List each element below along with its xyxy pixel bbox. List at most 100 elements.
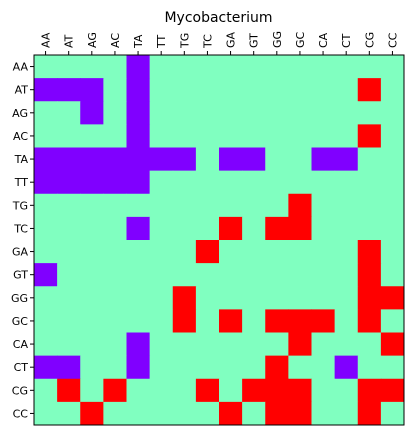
heatmap-cell	[265, 55, 289, 79]
heatmap-cell	[334, 124, 359, 148]
heatmap-cell	[311, 332, 336, 357]
heatmap-cell	[195, 147, 220, 172]
heatmap-cell	[380, 401, 405, 426]
heatmap-cell	[195, 170, 220, 195]
y-tick-label: CA	[13, 338, 29, 351]
heatmap-cell	[57, 193, 81, 218]
heatmap-cell	[172, 216, 197, 241]
heatmap-cell	[265, 378, 289, 403]
heatmap-cell	[80, 355, 104, 380]
heatmap-cell	[80, 101, 104, 125]
heatmap-cell	[334, 101, 359, 125]
heatmap-cell	[219, 263, 243, 287]
heatmap-cell	[57, 378, 81, 403]
heatmap-cell	[219, 55, 243, 79]
heatmap-cell	[288, 286, 312, 310]
heatmap-cell	[34, 378, 58, 403]
heatmap-cell	[242, 240, 266, 264]
heatmap-cell	[311, 101, 336, 125]
heatmap-cell	[34, 286, 58, 310]
heatmap-cell	[380, 263, 405, 287]
heatmap-cell	[219, 309, 243, 333]
heatmap-cell	[311, 240, 336, 264]
heatmap-cell	[265, 401, 289, 426]
heatmap-cell	[172, 263, 197, 287]
heatmap-cell	[57, 78, 81, 102]
heatmap-cell	[80, 378, 104, 403]
heatmap-cell	[34, 55, 58, 79]
y-tick-label: GC	[12, 315, 29, 328]
heatmap-cell	[242, 101, 266, 125]
heatmap-cell	[357, 147, 382, 172]
heatmap-cell	[219, 240, 243, 264]
heatmap-cell	[265, 263, 289, 287]
heatmap-cell	[357, 170, 382, 195]
heatmap-cell	[80, 55, 104, 79]
heatmap-cell	[288, 309, 312, 333]
heatmap-cell	[172, 401, 197, 426]
heatmap-cell	[195, 309, 220, 333]
heatmap-cell	[380, 170, 405, 195]
heatmap-cell	[334, 263, 359, 287]
heatmap-cell	[103, 378, 127, 403]
heatmap-cell	[288, 78, 312, 102]
heatmap-cell	[357, 286, 382, 310]
y-tick-label: AA	[13, 61, 29, 74]
heatmap-cell	[219, 78, 243, 102]
heatmap-cell	[57, 263, 81, 287]
x-tick-label: TC	[201, 34, 214, 49]
heatmap-cell	[288, 263, 312, 287]
x-tick-label: GG	[271, 31, 284, 48]
heatmap-cell	[311, 263, 336, 287]
heatmap-cell	[311, 147, 336, 172]
chart-title: Mycobacterium	[164, 10, 272, 26]
heatmap-cell	[103, 309, 127, 333]
x-tick-label: TT	[155, 34, 168, 49]
heatmap-cell	[288, 332, 312, 357]
heatmap-cell	[265, 147, 289, 172]
heatmap-cell	[126, 401, 151, 426]
y-tick-label: TA	[14, 153, 29, 166]
heatmap-cell	[195, 378, 220, 403]
heatmap-cell	[219, 101, 243, 125]
heatmap-cell	[172, 101, 197, 125]
heatmap-cell	[242, 55, 266, 79]
heatmap-cell	[103, 263, 127, 287]
heatmap-cell	[149, 193, 174, 218]
heatmap-cell	[265, 309, 289, 333]
heatmap-cell	[288, 170, 312, 195]
heatmap-cell	[219, 355, 243, 380]
heatmap-cell	[380, 101, 405, 125]
heatmap-cell	[57, 332, 81, 357]
heatmap-cell	[172, 332, 197, 357]
y-tick-label: CT	[14, 361, 29, 374]
heatmap-cell	[288, 124, 312, 148]
x-tick-label: GA	[225, 31, 238, 48]
heatmap-cell	[357, 240, 382, 264]
heatmap-cell	[34, 124, 58, 148]
heatmap-cell	[126, 101, 151, 125]
heatmap-cell	[195, 332, 220, 357]
heatmap-cell	[219, 170, 243, 195]
heatmap-cell	[219, 193, 243, 218]
heatmap-cell	[80, 124, 104, 148]
heatmap-cell	[357, 401, 382, 426]
heatmap-cell	[80, 193, 104, 218]
heatmap-cell	[380, 147, 405, 172]
heatmap-cell	[80, 309, 104, 333]
heatmap-cell	[311, 309, 336, 333]
heatmap-cell	[149, 240, 174, 264]
heatmap-cell	[219, 124, 243, 148]
heatmap-cell	[172, 309, 197, 333]
heatmap-cell	[172, 286, 197, 310]
heatmap-cell	[172, 193, 197, 218]
heatmap-cell	[380, 355, 405, 380]
y-tick-label: CC	[13, 407, 29, 420]
heatmap-cell	[34, 78, 58, 102]
heatmap-cell	[80, 170, 104, 195]
heatmap-cell	[219, 332, 243, 357]
heatmap-cell	[242, 193, 266, 218]
heatmap-cell	[80, 147, 104, 172]
heatmap-cell	[380, 332, 405, 357]
heatmap-cell	[126, 240, 151, 264]
